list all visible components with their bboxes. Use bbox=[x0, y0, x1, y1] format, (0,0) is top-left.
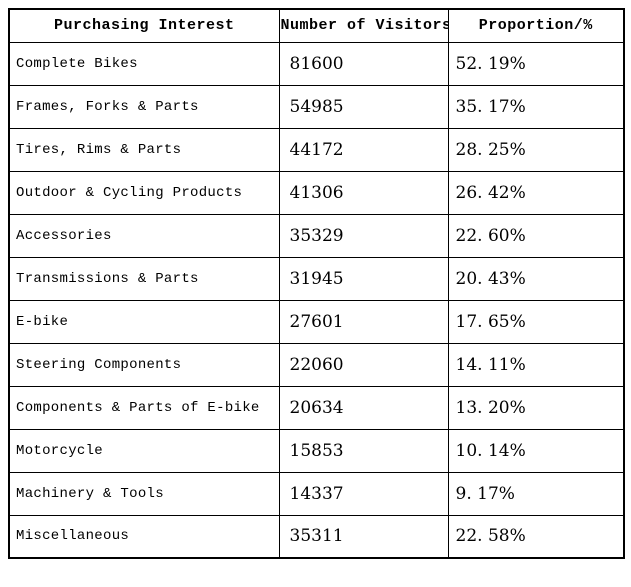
cell-number-of-visitors: 20634 bbox=[278, 385, 449, 430]
table-row: Transmissions & Parts 31945 20. 43% bbox=[8, 256, 625, 301]
cell-proportion: 17. 65% bbox=[447, 299, 625, 344]
cell-proportion: 22. 60% bbox=[447, 213, 625, 258]
header-number-of-visitors: Number of Visitors bbox=[278, 8, 449, 43]
cell-purchasing-interest: Steering Components bbox=[8, 342, 280, 387]
cell-proportion: 52. 19% bbox=[447, 41, 625, 86]
cell-purchasing-interest: E-bike bbox=[8, 299, 280, 344]
cell-proportion: 26. 42% bbox=[447, 170, 625, 215]
cell-number-of-visitors: 35329 bbox=[278, 213, 449, 258]
table-row: E-bike 27601 17. 65% bbox=[8, 299, 625, 344]
table-body: Complete Bikes 81600 52. 19% Frames, Forks … bbox=[8, 41, 625, 559]
cell-proportion: 9. 17% bbox=[447, 471, 625, 516]
cell-number-of-visitors: 14337 bbox=[278, 471, 449, 516]
table-row: Motorcycle 15853 10. 14% bbox=[8, 428, 625, 473]
cell-number-of-visitors: 41306 bbox=[278, 170, 449, 215]
cell-number-of-visitors: 81600 bbox=[278, 41, 449, 86]
cell-proportion: 35. 17% bbox=[447, 84, 625, 129]
cell-number-of-visitors: 27601 bbox=[278, 299, 449, 344]
purchasing-interest-table: Purchasing Interest Number of Visitors P… bbox=[8, 8, 625, 559]
header-purchasing-interest: Purchasing Interest bbox=[8, 8, 280, 43]
page: Purchasing Interest Number of Visitors P… bbox=[0, 8, 631, 587]
header-row: Purchasing Interest Number of Visitors P… bbox=[8, 8, 625, 43]
cell-proportion: 10. 14% bbox=[447, 428, 625, 473]
cell-proportion: 22. 58% bbox=[447, 514, 625, 559]
table-row: Machinery & Tools 14337 9. 17% bbox=[8, 471, 625, 516]
table-row: Tires, Rims & Parts 44172 28. 25% bbox=[8, 127, 625, 172]
table-row: Components & Parts of E-bike 20634 13. 20% bbox=[8, 385, 625, 430]
cell-purchasing-interest: Accessories bbox=[8, 213, 280, 258]
cell-number-of-visitors: 35311 bbox=[278, 514, 449, 559]
table-row: Accessories 35329 22. 60% bbox=[8, 213, 625, 258]
cell-number-of-visitors: 44172 bbox=[278, 127, 449, 172]
cell-purchasing-interest: Outdoor & Cycling Products bbox=[8, 170, 280, 215]
table-row: Outdoor & Cycling Products 41306 26. 42% bbox=[8, 170, 625, 215]
cell-purchasing-interest: Transmissions & Parts bbox=[8, 256, 280, 301]
cell-purchasing-interest: Complete Bikes bbox=[8, 41, 280, 86]
table-row: Frames, Forks & Parts 54985 35. 17% bbox=[8, 84, 625, 129]
cell-purchasing-interest: Machinery & Tools bbox=[8, 471, 280, 516]
cell-number-of-visitors: 31945 bbox=[278, 256, 449, 301]
cell-purchasing-interest: Miscellaneous bbox=[8, 514, 280, 559]
cell-proportion: 20. 43% bbox=[447, 256, 625, 301]
cell-number-of-visitors: 54985 bbox=[278, 84, 449, 129]
cell-purchasing-interest: Frames, Forks & Parts bbox=[8, 84, 280, 129]
cell-purchasing-interest: Motorcycle bbox=[8, 428, 280, 473]
table-row: Complete Bikes 81600 52. 19% bbox=[8, 41, 625, 86]
cell-proportion: 14. 11% bbox=[447, 342, 625, 387]
cell-proportion: 28. 25% bbox=[447, 127, 625, 172]
cell-proportion: 13. 20% bbox=[447, 385, 625, 430]
cell-purchasing-interest: Components & Parts of E-bike bbox=[8, 385, 280, 430]
cell-number-of-visitors: 22060 bbox=[278, 342, 449, 387]
header-proportion: Proportion/% bbox=[447, 8, 625, 43]
cell-number-of-visitors: 15853 bbox=[278, 428, 449, 473]
table-row: Steering Components 22060 14. 11% bbox=[8, 342, 625, 387]
table-row: Miscellaneous 35311 22. 58% bbox=[8, 514, 625, 559]
cell-purchasing-interest: Tires, Rims & Parts bbox=[8, 127, 280, 172]
